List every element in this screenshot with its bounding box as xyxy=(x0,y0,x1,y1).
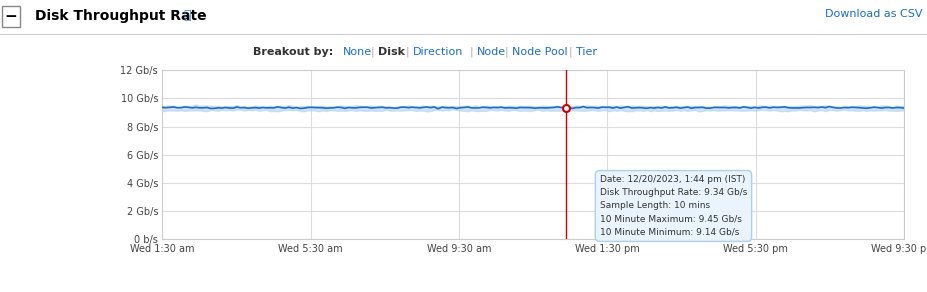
Text: ⓘ: ⓘ xyxy=(184,9,191,22)
Text: |: | xyxy=(568,47,572,57)
Text: None: None xyxy=(343,47,372,57)
Text: |: | xyxy=(371,47,375,57)
Text: Breakout by:: Breakout by: xyxy=(253,47,334,57)
Text: −: − xyxy=(5,9,18,24)
Text: Tier: Tier xyxy=(576,47,597,57)
Text: Disk Throughput Rate: Disk Throughput Rate xyxy=(35,9,207,23)
Text: Direction: Direction xyxy=(413,47,464,57)
Text: |: | xyxy=(504,47,508,57)
Text: Node: Node xyxy=(476,47,506,57)
Text: |: | xyxy=(406,47,410,57)
Text: Node Pool: Node Pool xyxy=(512,47,567,57)
Text: Download as CSV: Download as CSV xyxy=(825,9,922,19)
Text: |: | xyxy=(469,47,473,57)
Text: Disk: Disk xyxy=(378,47,405,57)
Text: Date: 12/20/2023, 1:44 pm (IST)
Disk Throughput Rate: 9.34 Gb/s
Sample Length: 1: Date: 12/20/2023, 1:44 pm (IST) Disk Thr… xyxy=(600,175,747,237)
